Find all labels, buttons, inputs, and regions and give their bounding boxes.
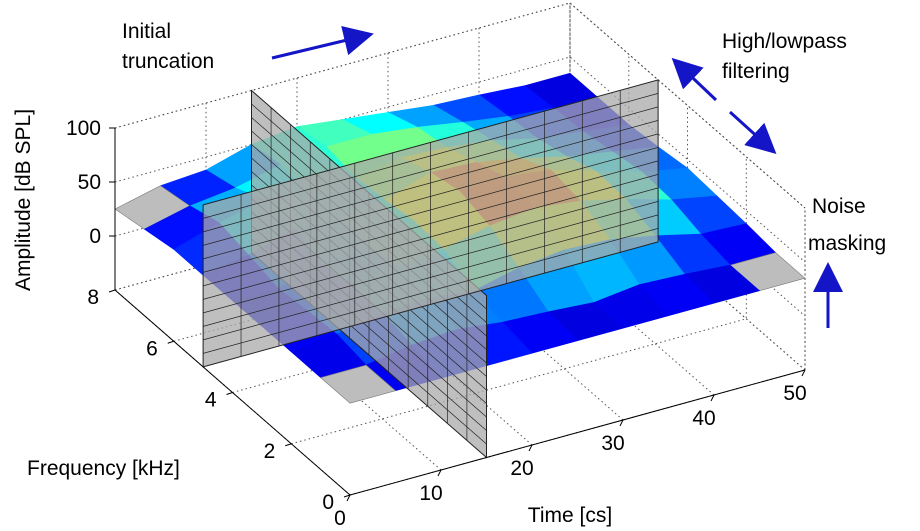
annotation: filtering bbox=[722, 60, 790, 83]
y-axis-label: Frequency [kHz] bbox=[27, 457, 180, 480]
tick-mark bbox=[343, 494, 351, 498]
plane-grid bbox=[203, 93, 659, 219]
axis-line bbox=[349, 369, 806, 496]
x-tick-label: 50 bbox=[783, 382, 806, 405]
plane-grid bbox=[203, 106, 659, 233]
arrow bbox=[671, 57, 718, 102]
grid-line bbox=[114, 2, 806, 209]
y-tick-label: 0 bbox=[322, 491, 334, 514]
y-tick-label: 4 bbox=[205, 389, 217, 412]
annotation: Noise bbox=[812, 195, 866, 218]
annotation: truncation bbox=[122, 50, 214, 73]
x-tick-label: 10 bbox=[419, 482, 442, 505]
annotation: Initial bbox=[122, 20, 171, 43]
tick-mark bbox=[619, 419, 624, 427]
y-tick-label: 8 bbox=[87, 286, 99, 309]
arrow bbox=[271, 26, 374, 60]
z-tick-label: 0 bbox=[89, 225, 101, 248]
annotation: High/lowpass bbox=[722, 30, 847, 53]
arrow bbox=[728, 110, 777, 155]
y-tick-label: 2 bbox=[264, 440, 276, 463]
tick-mark bbox=[108, 289, 116, 293]
x-tick-label: 40 bbox=[692, 407, 715, 430]
z-tick-label: 50 bbox=[78, 171, 101, 194]
x-tick-label: 30 bbox=[601, 432, 624, 455]
tick-mark bbox=[801, 369, 806, 377]
tick-mark bbox=[528, 444, 533, 452]
x-tick-label: 0 bbox=[334, 507, 346, 530]
tick-mark bbox=[346, 494, 351, 502]
x-axis-label: Time [cs] bbox=[528, 504, 612, 527]
tick-mark bbox=[710, 394, 715, 402]
tick-mark bbox=[167, 340, 174, 344]
y-tick-label: 6 bbox=[146, 337, 158, 360]
z-tick-label: 100 bbox=[66, 117, 101, 140]
tick-mark bbox=[226, 392, 233, 395]
surface-cell bbox=[319, 364, 397, 404]
tick-mark bbox=[437, 469, 442, 477]
z-axis-label: Amplitude [dB SPL] bbox=[12, 109, 35, 291]
tick-mark bbox=[285, 443, 292, 447]
grid-line bbox=[114, 56, 806, 263]
cut-planes bbox=[202, 79, 659, 459]
cut-plane bbox=[202, 79, 659, 368]
axes: 0 10 20 30 40 50 0 2 4 6 8 0 50 100 Time [cs] Frequency… bbox=[12, 109, 807, 530]
x-tick-label: 20 bbox=[510, 457, 533, 480]
annotation: masking bbox=[808, 232, 886, 255]
